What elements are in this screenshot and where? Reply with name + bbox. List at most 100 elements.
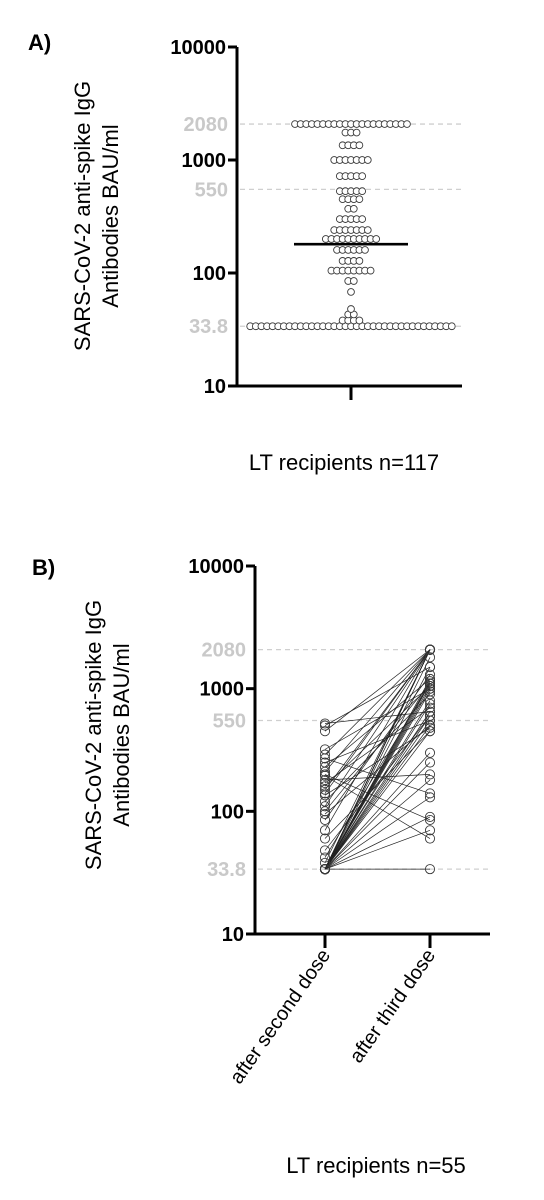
- data-point-second-dose: [319, 864, 331, 875]
- pair-line: [324, 649, 431, 773]
- data-point-third-dose: [424, 686, 436, 697]
- reference-label: 550: [213, 711, 246, 733]
- data-point: [358, 187, 367, 196]
- pair-line: [324, 758, 431, 794]
- y-axis-label: SARS-CoV-2 anti-spike IgG: [81, 600, 106, 870]
- y-tick-label: 10: [222, 924, 244, 946]
- data-point-second-dose: [319, 749, 331, 760]
- data-point: [355, 257, 364, 265]
- data-point-second-dose: [319, 774, 331, 786]
- data-point-third-dose: [424, 814, 436, 826]
- data-point: [358, 215, 367, 223]
- reference-label: 33.8: [207, 859, 246, 881]
- data-point-third-dose: [424, 726, 436, 737]
- pair-line: [324, 649, 431, 755]
- category-label: after third dose: [346, 945, 441, 1067]
- data-point: [347, 305, 355, 313]
- pair-line: [324, 830, 431, 870]
- pair-line: [324, 715, 431, 851]
- data-point-second-dose: [319, 781, 331, 792]
- category-label: after second dose: [226, 945, 335, 1088]
- data-point-second-dose: [319, 852, 331, 863]
- data-point-third-dose: [424, 788, 436, 799]
- pair-line: [324, 649, 431, 794]
- pair-line: [324, 762, 431, 870]
- data-point-third-dose: [424, 747, 436, 758]
- data-point-third-dose: [424, 722, 436, 733]
- pair-line: [324, 725, 431, 870]
- data-point-second-dose: [319, 788, 331, 799]
- pair-line: [324, 730, 431, 870]
- data-point-third-dose: [424, 676, 436, 687]
- y-tick-label: 100: [211, 801, 244, 823]
- y-tick-label: 100: [193, 263, 226, 285]
- data-point-third-dose: [424, 864, 436, 875]
- data-point: [363, 226, 372, 234]
- pair-line: [324, 720, 431, 870]
- data-point-second-dose: [319, 825, 331, 836]
- pair-line: [324, 703, 431, 870]
- pair-line: [324, 681, 431, 870]
- data-point-second-dose: [319, 833, 331, 844]
- y-tick-label: 1000: [200, 679, 245, 701]
- pair-line: [324, 649, 431, 807]
- data-point-third-dose: [424, 644, 436, 655]
- pair-line: [324, 683, 431, 812]
- data-point: [355, 195, 364, 204]
- data-point-third-dose: [424, 702, 436, 713]
- pair-line: [324, 649, 431, 790]
- data-point: [355, 141, 364, 150]
- pair-line: [324, 752, 431, 870]
- pair-line: [324, 727, 431, 796]
- reference-label: 550: [195, 179, 228, 201]
- pair-line: [324, 775, 431, 839]
- y-tick-label: 1000: [182, 150, 227, 172]
- data-point-second-dose: [319, 769, 331, 780]
- pair-line: [324, 725, 431, 815]
- y-axis-label: Antibodies BAU/ml: [98, 124, 123, 307]
- x-axis-label: LT recipients n=55: [286, 1153, 466, 1178]
- pair-line: [324, 666, 431, 870]
- x-axis-label: LT recipients n=117: [249, 450, 439, 475]
- y-axis-label: SARS-CoV-2 anti-spike IgG: [70, 81, 95, 351]
- data-point-third-dose: [424, 811, 436, 823]
- data-point: [366, 266, 375, 275]
- data-point: [347, 288, 355, 296]
- data-point-third-dose: [424, 652, 436, 663]
- pair-line: [324, 691, 431, 870]
- pair-lines: [324, 649, 431, 870]
- data-point-second-dose: [319, 744, 331, 755]
- reference-label: 2080: [184, 114, 229, 136]
- data-point-third-dose: [424, 825, 436, 836]
- pair-line: [324, 657, 431, 870]
- data-point-third-dose: [424, 662, 436, 673]
- pair-line: [324, 720, 431, 763]
- data-point: [447, 322, 456, 331]
- data-point: [349, 204, 358, 213]
- data-point-second-dose: [319, 718, 331, 729]
- data-point: [372, 235, 381, 243]
- data-point-second-dose: [319, 814, 331, 826]
- pair-line: [324, 649, 431, 732]
- pair-line: [324, 649, 431, 831]
- panel-a: A) 2080 550 33.8 10 100 1000 10000 SARS-CoV-2 an…: [28, 30, 462, 475]
- pair-line: [324, 779, 431, 870]
- pair-line: [324, 711, 431, 870]
- data-point-second-dose: [319, 806, 331, 817]
- data-point-third-dose: [424, 673, 436, 685]
- data-point-second-dose: [319, 809, 331, 820]
- data-point-second-dose: [319, 778, 331, 789]
- data-point-second-dose: [319, 720, 331, 731]
- data-point-second-dose: [319, 845, 331, 856]
- pair-line: [324, 707, 431, 784]
- y-axis-label: Antibodies BAU/ml: [109, 643, 134, 826]
- data-point: [352, 128, 361, 137]
- reference-label: 33.8: [189, 316, 228, 338]
- data-point-third-dose: [424, 774, 436, 786]
- data-point-second-dose: [319, 757, 331, 768]
- pair-line: [324, 797, 431, 870]
- pair-line: [324, 816, 431, 870]
- data-point: [349, 277, 358, 285]
- data-point-second-dose: [319, 726, 331, 737]
